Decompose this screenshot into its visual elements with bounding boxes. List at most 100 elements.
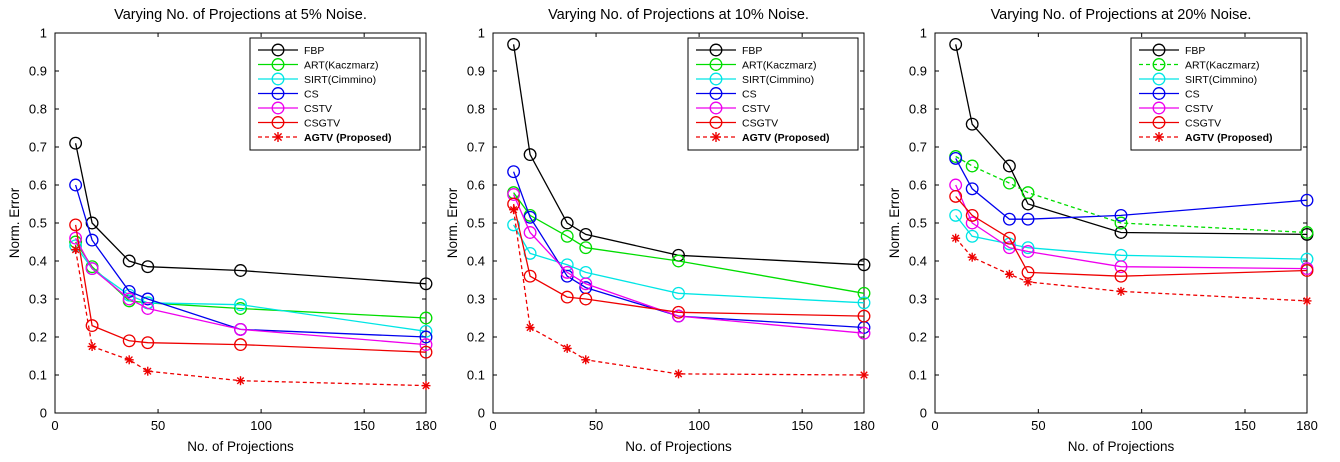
data-point xyxy=(965,159,979,173)
y-tick-label: 0.3 xyxy=(909,292,927,307)
data-point xyxy=(859,370,869,380)
series-cstv xyxy=(69,231,433,352)
legend-entry: ART(Kaczmarz) xyxy=(1139,58,1259,72)
data-point xyxy=(419,338,433,352)
x-tick-label: 50 xyxy=(589,418,603,433)
data-point xyxy=(857,296,871,310)
legend-entry: ART(Kaczmarz) xyxy=(696,58,816,72)
legend-marker xyxy=(271,58,285,71)
legend-label: ART(Kaczmarz) xyxy=(742,60,816,72)
data-point xyxy=(560,265,574,279)
y-tick-label: 1 xyxy=(920,26,927,41)
legend-marker xyxy=(1152,58,1166,71)
legend-entry: SIRT(Cimmino) xyxy=(696,72,814,86)
data-point xyxy=(857,258,871,272)
legend: FBP ART(Kaczmarz) SIRT(Cimmino) CS CSTV CSGTV… xyxy=(687,37,859,151)
data-point xyxy=(122,292,136,306)
x-axis-label: No. of Projections xyxy=(1068,439,1175,454)
x-tick-label: 180 xyxy=(415,418,437,433)
data-point xyxy=(949,178,963,192)
x-tick-label: 0 xyxy=(489,418,496,433)
legend-label: SIRT(Cimmino) xyxy=(742,74,814,86)
data-point xyxy=(85,216,99,230)
data-point xyxy=(523,210,537,224)
data-point xyxy=(1114,260,1128,274)
data-point xyxy=(523,226,537,239)
series-line xyxy=(512,44,865,266)
x-tick-label: 100 xyxy=(688,418,710,433)
data-point xyxy=(672,286,685,300)
y-tick-label: 0.9 xyxy=(909,64,927,79)
legend-marker xyxy=(709,43,723,57)
data-point xyxy=(579,277,593,291)
legend-entry: AGTV (Proposed) xyxy=(258,132,392,144)
y-tick-label: 0.8 xyxy=(909,102,927,117)
chart-title: Varying No. of Projections at 20% Noise. xyxy=(991,7,1252,23)
data-point xyxy=(69,231,83,245)
data-point xyxy=(69,136,83,150)
legend-label: CSGTV xyxy=(304,118,340,130)
data-point xyxy=(965,182,979,196)
y-tick-label: 0.2 xyxy=(467,330,485,345)
legend-entry: CS xyxy=(696,87,757,101)
legend-label: SIRT(Cimmino) xyxy=(304,74,376,86)
data-point xyxy=(141,302,155,315)
x-axis-label: No. of Projections xyxy=(187,439,294,454)
x-tick-label: 150 xyxy=(791,418,813,433)
legend-marker xyxy=(271,43,285,57)
series-agtv-proposed xyxy=(951,233,1312,306)
y-tick-label: 0.5 xyxy=(909,216,927,231)
legend-label: SIRT(Cimmino) xyxy=(1185,74,1257,86)
data-point xyxy=(672,254,685,268)
legend-label: FBP xyxy=(1185,45,1205,57)
legend-label: FBP xyxy=(304,45,324,57)
y-tick-label: 0.1 xyxy=(29,368,47,383)
series-csgtv xyxy=(949,189,1314,283)
y-tick-label: 0 xyxy=(478,406,485,421)
data-point xyxy=(1002,231,1016,245)
data-point xyxy=(124,355,134,365)
data-point xyxy=(1021,241,1035,255)
data-point xyxy=(234,298,247,312)
legend-entry: CSGTV xyxy=(696,116,778,130)
data-point xyxy=(1021,212,1035,226)
legend-entry: FBP xyxy=(258,43,324,57)
y-tick-label: 0.9 xyxy=(29,64,47,79)
legend-entry: CSGTV xyxy=(1139,116,1221,130)
y-tick-label: 0.5 xyxy=(467,216,485,231)
data-point xyxy=(419,330,433,344)
data-point xyxy=(71,245,81,255)
legend-marker xyxy=(709,72,723,86)
data-point xyxy=(1021,245,1035,258)
y-tick-label: 0.7 xyxy=(909,140,927,155)
legend-marker xyxy=(1152,101,1166,115)
data-point xyxy=(1114,216,1128,230)
legend: FBP ART(Kaczmarz) SIRT(Cimmino) CS CSTV CSGTV… xyxy=(249,37,421,151)
series-line xyxy=(955,44,1308,236)
y-tick-label: 0.4 xyxy=(29,254,47,269)
y-tick-label: 0.6 xyxy=(29,178,47,193)
series-line xyxy=(75,237,427,346)
y-tick-label: 0.4 xyxy=(467,254,485,269)
legend-entry: CS xyxy=(258,87,319,101)
data-point xyxy=(1300,226,1314,239)
legend-marker xyxy=(1152,116,1166,129)
y-tick-label: 0.7 xyxy=(29,140,47,155)
legend-marker xyxy=(271,101,285,115)
series-cs xyxy=(949,151,1314,226)
data-point xyxy=(1002,176,1016,190)
data-point xyxy=(143,366,153,376)
y-tick-label: 0.8 xyxy=(467,102,485,117)
chart-panel-2: Varying No. of Projections at 10% Noise.… xyxy=(445,7,875,454)
data-point xyxy=(85,233,99,247)
legend-marker xyxy=(271,87,285,100)
data-point xyxy=(560,229,574,243)
data-point xyxy=(949,37,963,51)
legend-entry: FBP xyxy=(696,43,762,57)
legend-label: CSTV xyxy=(304,103,332,115)
data-point xyxy=(236,376,245,386)
data-point xyxy=(234,264,247,277)
chart-title: Varying No. of Projections at 10% Noise. xyxy=(548,7,809,23)
legend-marker xyxy=(709,101,723,115)
